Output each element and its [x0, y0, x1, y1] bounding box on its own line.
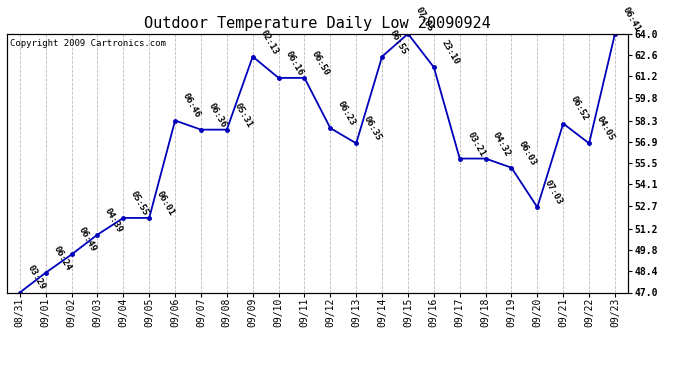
- Title: Outdoor Temperature Daily Low 20090924: Outdoor Temperature Daily Low 20090924: [144, 16, 491, 31]
- Text: 06:36: 06:36: [206, 101, 228, 129]
- Text: 06:16: 06:16: [284, 50, 306, 77]
- Text: 06:55: 06:55: [388, 28, 409, 56]
- Text: 06:49: 06:49: [77, 226, 99, 254]
- Text: 02:13: 02:13: [258, 28, 279, 56]
- Text: 06:52: 06:52: [569, 95, 590, 123]
- Text: 06:46: 06:46: [181, 92, 202, 120]
- Text: 04:05: 04:05: [595, 115, 616, 142]
- Text: 07:05: 07:05: [413, 5, 435, 33]
- Text: 06:01: 06:01: [155, 189, 176, 217]
- Text: 04:39: 04:39: [103, 206, 124, 234]
- Text: 06:41: 06:41: [620, 5, 642, 33]
- Text: 06:35: 06:35: [362, 115, 383, 142]
- Text: 06:03: 06:03: [517, 139, 538, 167]
- Text: 04:32: 04:32: [491, 130, 513, 158]
- Text: 05:55: 05:55: [129, 189, 150, 217]
- Text: Copyright 2009 Cartronics.com: Copyright 2009 Cartronics.com: [10, 39, 166, 48]
- Text: 06:24: 06:24: [51, 244, 72, 272]
- Text: 05:31: 05:31: [233, 101, 254, 129]
- Text: 23:10: 23:10: [440, 39, 461, 66]
- Text: 03:21: 03:21: [465, 130, 486, 158]
- Text: 03:29: 03:29: [26, 264, 47, 292]
- Text: 07:03: 07:03: [543, 179, 564, 207]
- Text: 06:23: 06:23: [336, 100, 357, 128]
- Text: 06:50: 06:50: [310, 50, 331, 77]
